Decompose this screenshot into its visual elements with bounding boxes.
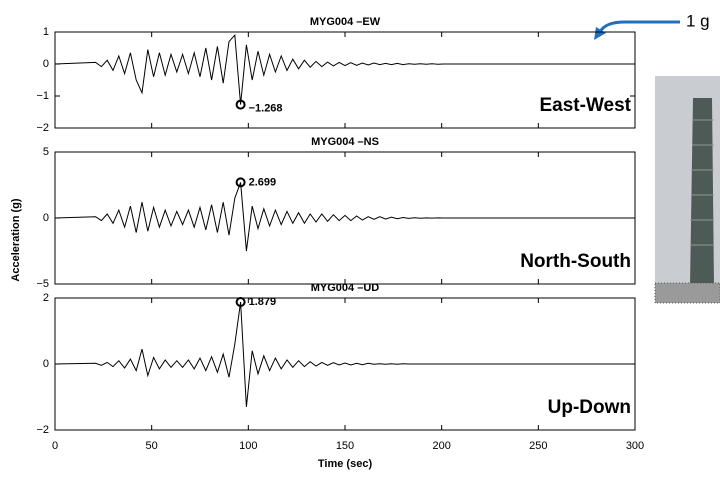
peak-label: −1.268: [249, 102, 283, 114]
x-tick-label: 100: [239, 440, 257, 452]
gravel: [654, 282, 720, 304]
ground: [655, 283, 720, 303]
x-tick-label: 50: [146, 440, 158, 452]
y-tick-label: −2: [36, 424, 49, 436]
panel-title: MYG004 –EW: [310, 16, 381, 28]
arrow: [594, 20, 680, 40]
peak-marker: [235, 99, 246, 110]
tower: [690, 98, 714, 286]
y-tick-label: −1: [36, 90, 49, 102]
y-tick-label: 5: [43, 146, 49, 158]
x-tick-label: 0: [52, 440, 58, 452]
peak-marker: [235, 296, 246, 307]
y-tick-label: 1: [43, 26, 49, 38]
side-note: 1 g: [686, 11, 710, 30]
x-tick-label: 200: [432, 440, 450, 452]
peak-marker: [235, 177, 246, 188]
peak-label: 1.879: [249, 296, 277, 308]
y-tick-label: 0: [43, 58, 49, 70]
panel-title: MYG004 –NS: [311, 136, 379, 148]
y-tick-label: −5: [36, 278, 49, 290]
waveform: [54, 34, 635, 105]
tower-bands: [690, 119, 714, 246]
y-tick-label: 0: [43, 358, 49, 370]
y-tick-label: −2: [36, 122, 49, 134]
tower-photo: [654, 76, 720, 304]
x-axis-label: Time (sec): [318, 458, 373, 470]
y-tick-label: 0: [43, 212, 49, 224]
x-tick-label: 250: [529, 440, 547, 452]
corner-label: East-West: [539, 95, 631, 116]
corner-label: North-South: [520, 251, 631, 272]
peak-label: 2.699: [249, 176, 277, 188]
x-tick-label: 150: [336, 440, 354, 452]
waveform: [54, 182, 635, 252]
x-tick-label: 300: [626, 440, 644, 452]
corner-label: Up-Down: [548, 397, 631, 418]
panel-title: MYG004 –UD: [311, 282, 380, 294]
y-tick-label: 2: [43, 292, 49, 304]
waveform: [54, 301, 635, 407]
y-axis-label: Acceleration (g): [10, 198, 22, 281]
